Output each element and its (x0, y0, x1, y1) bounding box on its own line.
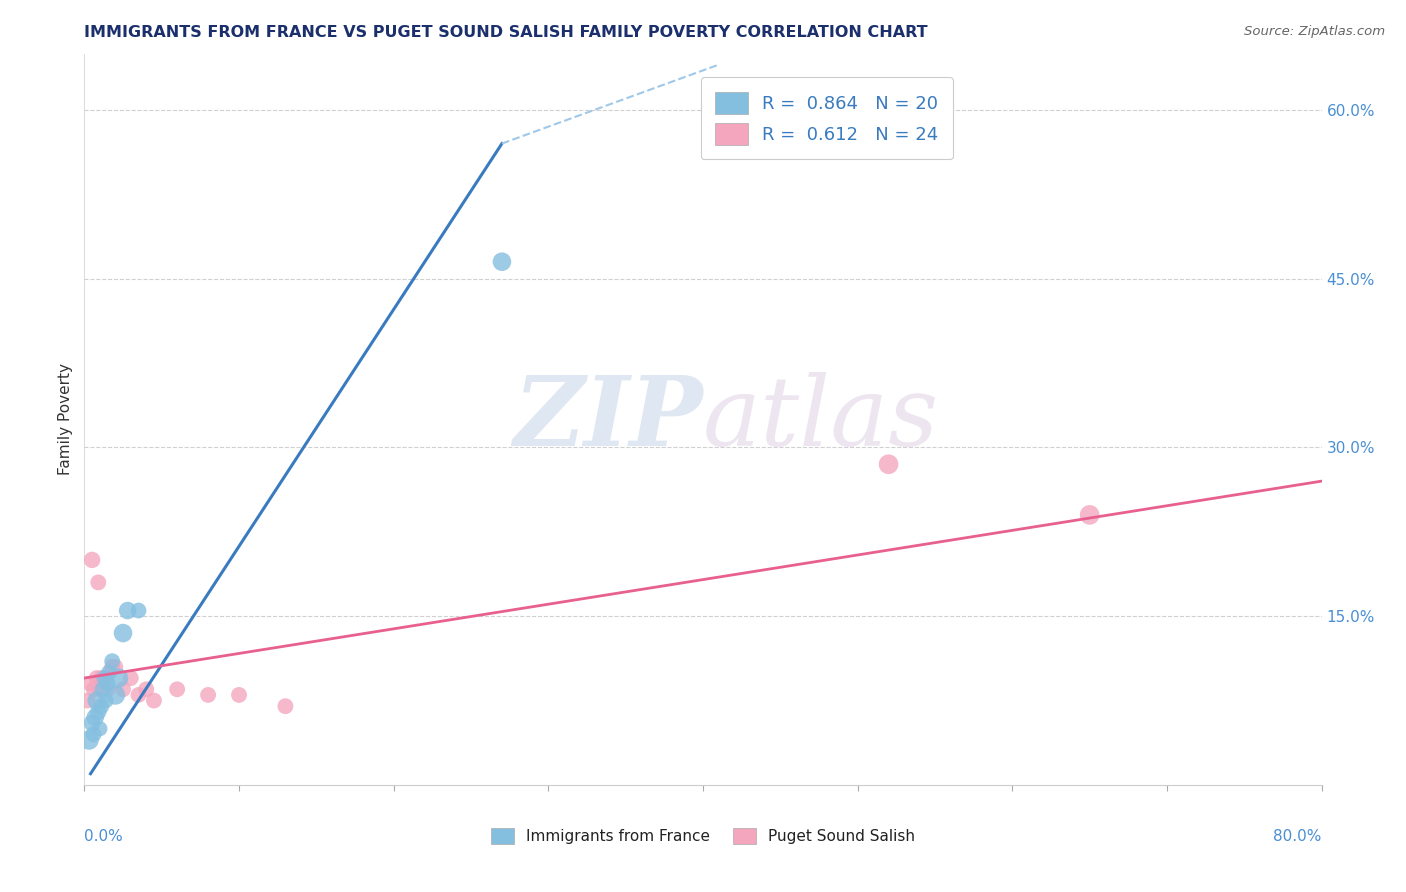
Point (135, 682, 157, 697)
Point (112, 626, 135, 640)
Text: Source: ZipAtlas.com: Source: ZipAtlas.com (1244, 25, 1385, 38)
Point (274, 699, 297, 714)
Point (86, 693, 108, 707)
Point (87, 575, 110, 590)
Point (96, 682, 118, 697)
Point (143, 693, 166, 707)
Point (77, 733, 100, 747)
Point (83, 682, 105, 697)
Point (127, 603, 149, 617)
Point (120, 671, 142, 685)
Point (86, 671, 108, 685)
Y-axis label: Family Poverty: Family Poverty (58, 363, 73, 475)
Point (101, 654, 124, 668)
Point (93, 671, 115, 685)
Text: IMMIGRANTS FROM FRANCE VS PUGET SOUND SALISH FAMILY POVERTY CORRELATION CHART: IMMIGRANTS FROM FRANCE VS PUGET SOUND SA… (84, 25, 928, 40)
Point (127, 688, 149, 702)
Legend: Immigrants from France, Puget Sound Salish: Immigrants from France, Puget Sound Sali… (485, 822, 921, 850)
Point (90, 699, 112, 714)
Point (94, 693, 117, 707)
Point (89, 682, 111, 697)
Point (877, 457, 900, 471)
Point (82, 716, 104, 731)
Point (87, 705, 110, 719)
Point (228, 688, 250, 702)
Point (96, 676, 118, 690)
Point (91, 682, 114, 697)
Point (1078, 508, 1101, 522)
Point (79, 676, 101, 690)
Point (104, 688, 127, 702)
Point (91, 682, 114, 697)
Point (491, 254, 513, 268)
Point (94, 671, 117, 685)
Point (197, 688, 219, 702)
Point (76, 693, 98, 707)
Point (84, 710, 107, 724)
Point (112, 682, 135, 697)
Text: atlas: atlas (703, 372, 939, 467)
Point (98, 665, 121, 680)
Point (82, 553, 104, 567)
Point (117, 603, 139, 617)
Point (90, 671, 112, 685)
Point (107, 671, 129, 685)
Point (101, 660, 124, 674)
Text: ZIP: ZIP (513, 372, 703, 467)
Point (83, 727, 105, 741)
Point (89, 722, 111, 736)
Text: 80.0%: 80.0% (1274, 829, 1322, 844)
Point (104, 660, 127, 674)
Point (166, 682, 188, 697)
Text: 0.0%: 0.0% (84, 829, 124, 844)
